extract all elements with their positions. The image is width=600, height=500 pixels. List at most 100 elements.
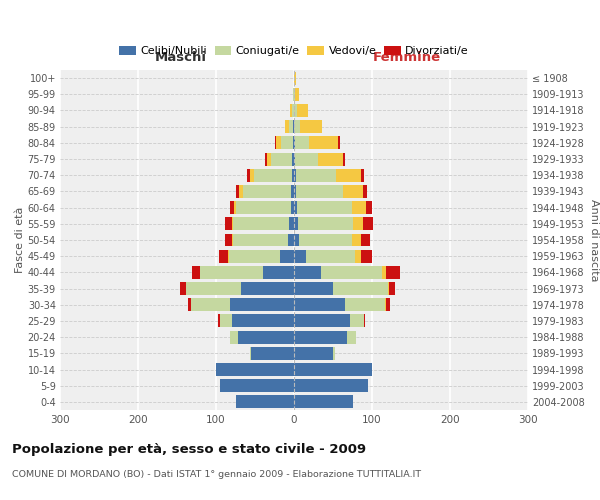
Text: Femmine: Femmine [373, 50, 441, 64]
Bar [293, 120, 294, 133]
Bar [250, 347, 251, 360]
Bar [236, 201, 291, 214]
Bar [229, 250, 280, 262]
Bar [338, 136, 340, 149]
Bar [239, 185, 242, 198]
Bar [347, 330, 356, 344]
Bar [224, 218, 232, 230]
Bar [216, 363, 294, 376]
Bar [352, 201, 366, 214]
Bar [294, 266, 322, 279]
Bar [250, 169, 254, 181]
Y-axis label: Fasce di età: Fasce di età [14, 207, 25, 273]
Bar [297, 201, 352, 214]
Bar [185, 282, 187, 295]
Bar [236, 185, 239, 198]
Bar [361, 169, 364, 181]
Bar [247, 169, 250, 181]
Bar [333, 347, 335, 360]
Bar [364, 314, 365, 328]
Bar [294, 218, 298, 230]
Bar [353, 218, 364, 230]
Bar [300, 120, 322, 133]
Bar [271, 152, 292, 166]
Bar [295, 88, 299, 101]
Bar [294, 201, 297, 214]
Bar [294, 298, 344, 311]
Bar [294, 314, 350, 328]
Bar [295, 136, 309, 149]
Bar [294, 169, 296, 181]
Bar [333, 282, 388, 295]
Bar [233, 218, 289, 230]
Bar [288, 234, 294, 246]
Bar [322, 266, 382, 279]
Bar [219, 250, 229, 262]
Bar [238, 330, 294, 344]
Bar [293, 136, 294, 149]
Bar [343, 185, 362, 198]
Bar [294, 152, 295, 166]
Bar [309, 136, 338, 149]
Bar [234, 201, 236, 214]
Bar [298, 218, 353, 230]
Bar [294, 72, 296, 85]
Bar [188, 298, 191, 311]
Bar [294, 136, 295, 149]
Bar [242, 185, 291, 198]
Bar [294, 185, 296, 198]
Bar [291, 185, 294, 198]
Bar [232, 314, 294, 328]
Bar [355, 250, 361, 262]
Bar [230, 201, 234, 214]
Bar [382, 266, 386, 279]
Bar [230, 298, 294, 311]
Bar [350, 314, 364, 328]
Text: COMUNE DI MORDANO (BO) - Dati ISTAT 1° gennaio 2009 - Elaborazione TUTTITALIA.IT: COMUNE DI MORDANO (BO) - Dati ISTAT 1° g… [12, 470, 421, 479]
Bar [232, 234, 233, 246]
Bar [187, 282, 241, 295]
Legend: Celibi/Nubili, Coniugati/e, Vedovi/e, Divorziati/e: Celibi/Nubili, Coniugati/e, Vedovi/e, Di… [115, 42, 473, 61]
Bar [294, 396, 353, 408]
Bar [295, 152, 318, 166]
Bar [220, 379, 294, 392]
Bar [336, 169, 361, 181]
Bar [294, 120, 300, 133]
Bar [263, 266, 294, 279]
Bar [276, 136, 281, 149]
Text: Popolazione per età, sesso e stato civile - 2009: Popolazione per età, sesso e stato civil… [12, 442, 366, 456]
Bar [289, 120, 293, 133]
Bar [294, 282, 333, 295]
Bar [296, 185, 343, 198]
Bar [192, 266, 200, 279]
Bar [289, 218, 294, 230]
Y-axis label: Anni di nascita: Anni di nascita [589, 198, 599, 281]
Bar [294, 363, 372, 376]
Bar [180, 282, 185, 295]
Bar [292, 104, 294, 117]
Bar [267, 152, 271, 166]
Bar [290, 104, 292, 117]
Bar [361, 234, 370, 246]
Bar [280, 250, 294, 262]
Bar [220, 314, 232, 328]
Bar [343, 152, 344, 166]
Bar [366, 201, 372, 214]
Bar [265, 152, 266, 166]
Bar [251, 347, 294, 360]
Bar [218, 314, 220, 328]
Bar [362, 185, 367, 198]
Bar [388, 282, 389, 295]
Bar [389, 282, 395, 295]
Bar [281, 136, 293, 149]
Bar [296, 169, 336, 181]
Bar [286, 120, 289, 133]
Bar [241, 282, 294, 295]
Bar [386, 266, 400, 279]
Bar [293, 88, 294, 101]
Bar [294, 347, 333, 360]
Bar [361, 250, 372, 262]
Bar [275, 136, 276, 149]
Bar [307, 250, 355, 262]
Bar [191, 298, 230, 311]
